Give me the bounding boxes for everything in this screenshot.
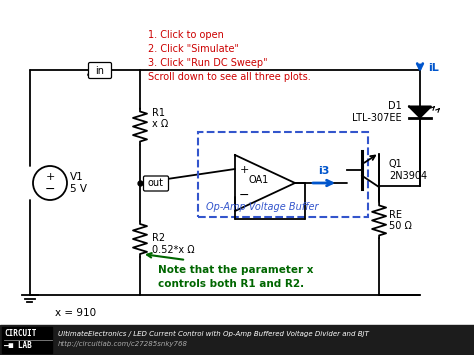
Text: http://circuitlab.com/c27285snky768: http://circuitlab.com/c27285snky768 (58, 341, 188, 347)
Text: Op-Amp Voltage Buffer: Op-Amp Voltage Buffer (206, 202, 319, 212)
Text: +: + (46, 172, 55, 182)
Bar (0, 325, 474, 355)
Text: −: − (45, 182, 55, 196)
Bar (2, 327, 52, 353)
Text: out: out (148, 179, 164, 189)
Text: x = 910: x = 910 (55, 308, 96, 318)
Text: D1
LTL-307EE: D1 LTL-307EE (352, 101, 402, 123)
Text: in: in (95, 66, 104, 76)
Text: 1. Click to open
2. Click "Simulate"
3. Click "Run DC Sweep"
Scroll down to see : 1. Click to open 2. Click "Simulate" 3. … (148, 30, 311, 82)
FancyBboxPatch shape (144, 176, 168, 191)
Polygon shape (409, 106, 431, 118)
Text: CIRCUIT: CIRCUIT (4, 328, 36, 338)
Text: +: + (239, 165, 249, 175)
FancyBboxPatch shape (89, 62, 111, 78)
Text: iL: iL (428, 63, 439, 73)
Text: V1
5 V: V1 5 V (70, 172, 87, 194)
Text: OA1: OA1 (249, 175, 269, 185)
Text: i3: i3 (319, 166, 330, 176)
Text: R2
0.52*x Ω: R2 0.52*x Ω (152, 233, 195, 255)
Text: —■ LAB: —■ LAB (4, 342, 32, 350)
Text: UltimateElectronics / LED Current Control with Op-Amp Buffered Voltage Divider a: UltimateElectronics / LED Current Contro… (58, 331, 369, 337)
Text: Q1
2N3904: Q1 2N3904 (389, 159, 427, 181)
Text: RE
50 Ω: RE 50 Ω (389, 209, 412, 231)
Text: −: − (239, 189, 249, 202)
Text: Note that the parameter x
controls both R1 and R2.: Note that the parameter x controls both … (158, 265, 313, 289)
Text: R1
x Ω: R1 x Ω (152, 108, 168, 129)
